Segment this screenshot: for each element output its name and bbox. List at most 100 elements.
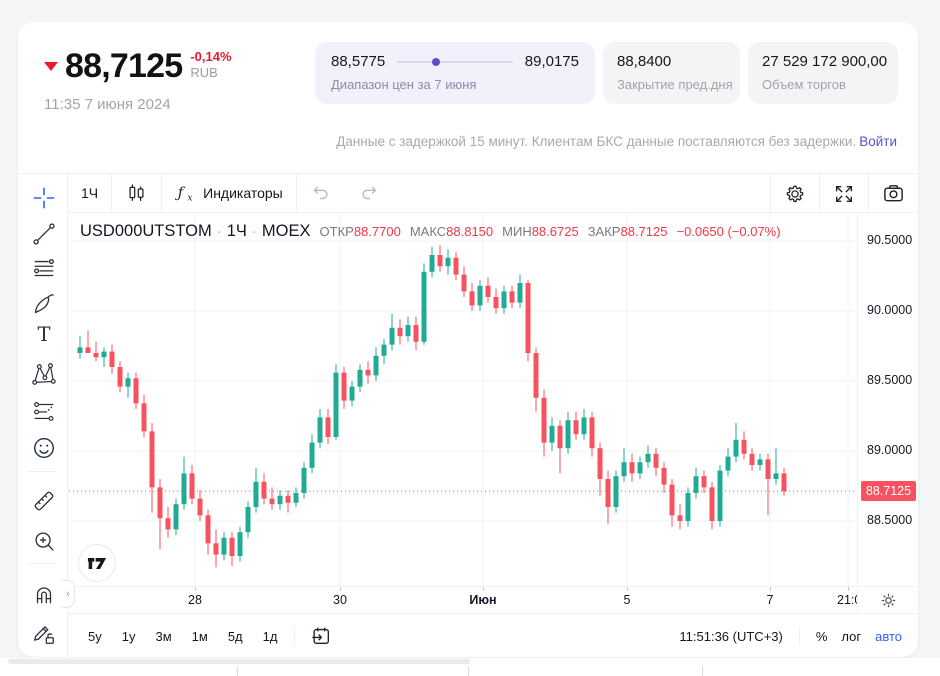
login-link[interactable]: Войти xyxy=(859,134,897,149)
chart-type-button[interactable] xyxy=(112,174,161,212)
trend-line-tool-button[interactable] xyxy=(26,217,62,251)
price-currency: RUB xyxy=(190,64,218,80)
chart-settings-button[interactable] xyxy=(771,174,819,213)
delay-notice-text: Данные с задержкой 15 минут. Клиентам БК… xyxy=(336,134,857,149)
price-meta: -0,14% RUB xyxy=(190,49,231,80)
close-label: ЗАКР xyxy=(587,224,621,239)
time-axis-tick xyxy=(770,587,771,591)
ruler-tool-button[interactable] xyxy=(26,484,62,518)
high-value: 88.8150 xyxy=(446,224,494,239)
range-button-3m[interactable]: 3м xyxy=(147,624,179,649)
legend-open: ОТКР88.7700 xyxy=(320,224,401,239)
toolbar-separator xyxy=(111,174,113,212)
forecast-tool-button[interactable] xyxy=(26,394,62,428)
undo-icon xyxy=(313,186,328,200)
bottom-toolbar-separator xyxy=(798,626,800,646)
legend-interval: 1Ч xyxy=(226,222,247,240)
range-high: 89,0175 xyxy=(524,53,579,70)
fullscreen-button[interactable] xyxy=(820,174,868,213)
price-axis-label: 90.0000 xyxy=(867,303,913,317)
horizontal-scrollbar[interactable] xyxy=(8,659,470,664)
fib-retracement-tool-button[interactable] xyxy=(26,252,62,286)
interval-button[interactable]: 1Ч xyxy=(68,174,111,212)
range-label: Диапазон цен за 7 июня xyxy=(331,77,477,92)
legend-symbol[interactable]: USD000UTSTOM xyxy=(80,222,212,240)
price-direction-down-icon xyxy=(44,62,58,71)
toolbar-separator xyxy=(819,174,820,213)
range-button-1y[interactable]: 1у xyxy=(114,624,144,649)
zoom-in-tool-button[interactable] xyxy=(26,524,62,558)
stats-row: 88,5775 89,0175 Диапазон цен за 7 июня 8… xyxy=(315,42,898,104)
time-axis-label: 30 xyxy=(333,593,347,607)
magnet-icon xyxy=(36,587,52,604)
chart-widget: T xyxy=(18,173,918,670)
volume-card: 27 529 172 900,00 Объем торгов xyxy=(748,42,898,104)
magnet-tool-button[interactable] xyxy=(26,577,62,611)
fib-retracement-icon xyxy=(34,259,54,277)
prev-close-label: Закрытие пред.дня xyxy=(617,77,733,92)
sidebar-collapse-handle[interactable]: ‹ xyxy=(62,580,75,608)
legend-exchange: MOEX xyxy=(261,222,311,240)
go-to-date-button[interactable] xyxy=(308,621,334,651)
svg-text:T: T xyxy=(37,323,50,346)
time-axis-label: Июн xyxy=(469,593,497,607)
chart-pane[interactable]: USD000UTSTOM · 1Ч · MOEX ОТКР88.7700 МАК… xyxy=(69,213,857,586)
text-tool-button[interactable]: T xyxy=(26,317,62,351)
range-button-5d[interactable]: 5д xyxy=(220,624,251,649)
range-button-1d[interactable]: 1д xyxy=(255,624,286,649)
range-button-1m[interactable]: 1м xyxy=(184,624,216,649)
column-divider xyxy=(237,666,238,676)
sidebar-divider xyxy=(28,563,56,564)
legend-change: −0.0650 (−0.07%) xyxy=(676,224,780,239)
time-axis-label: 5 xyxy=(623,593,631,607)
range-slider-dot xyxy=(431,57,440,66)
xabcd-pattern-tool-button[interactable] xyxy=(26,357,62,391)
text-icon: T xyxy=(37,323,50,346)
legend-low: МИН88.6725 xyxy=(502,224,579,239)
snapshot-button[interactable] xyxy=(869,174,918,213)
drawing-lock-tool-button[interactable] xyxy=(26,617,62,651)
range-low: 88,5775 xyxy=(331,53,386,70)
close-value: 88.7125 xyxy=(620,224,668,239)
change-value: −0.0650 (−0.07%) xyxy=(676,224,781,239)
percent-scale-button[interactable]: % xyxy=(815,628,828,644)
pencil-unlock-icon xyxy=(33,626,54,644)
brush-icon xyxy=(34,294,54,314)
toolbar-separator xyxy=(295,174,297,212)
toolbar-right-group xyxy=(770,174,918,213)
tradingview-logo-icon xyxy=(87,557,107,569)
crosshair-tool-button[interactable] xyxy=(26,181,62,215)
auto-scale-button[interactable]: авто xyxy=(875,628,902,644)
clock[interactable]: 11:51:36 (UTC+3) xyxy=(679,628,783,644)
low-label: МИН xyxy=(502,224,532,239)
calendar-go-to-date-icon xyxy=(312,627,330,645)
axis-corner xyxy=(857,586,918,613)
time-axis-tick xyxy=(483,587,484,591)
quote-card: 88,7125 -0,14% RUB 11:35 7 июня 2024 88,… xyxy=(18,22,918,670)
price-axis[interactable]: 88.7125 90.5000 90.0000 89.5000 89.0000 88.5… xyxy=(857,213,918,586)
time-axis[interactable]: 28 30 Июн 5 7 21:00 xyxy=(69,586,857,613)
emoji-tool-button[interactable] xyxy=(26,431,62,465)
range-button-5y[interactable]: 5у xyxy=(80,624,110,649)
price-change-percent: -0,14% xyxy=(190,49,232,64)
column-divider xyxy=(468,666,469,676)
bottom-toolbar: 5у 1у 3м 1м 5д 1д 11:51:36 (UTC+3) % лог… xyxy=(68,613,918,658)
log-scale-button[interactable]: лог xyxy=(841,628,862,644)
prev-close-card: 88,8400 Закрытие пред.дня xyxy=(603,42,740,104)
emoji-smiley-icon xyxy=(34,438,54,458)
axis-settings-button[interactable] xyxy=(880,592,897,609)
tradingview-logo[interactable] xyxy=(78,544,116,582)
brush-tool-button[interactable] xyxy=(26,287,62,321)
current-price-block: 88,7125 -0,14% RUB xyxy=(44,47,232,85)
open-label: ОТКР xyxy=(319,224,354,239)
time-axis-tick xyxy=(340,587,341,591)
svg-text:ƒ: ƒ xyxy=(175,185,186,202)
undo-button[interactable] xyxy=(297,174,345,212)
redo-button[interactable] xyxy=(345,174,393,212)
prev-close-value: 88,8400 xyxy=(617,53,672,70)
price-axis-label: 90.5000 xyxy=(867,233,913,247)
candles-icon xyxy=(129,183,144,201)
